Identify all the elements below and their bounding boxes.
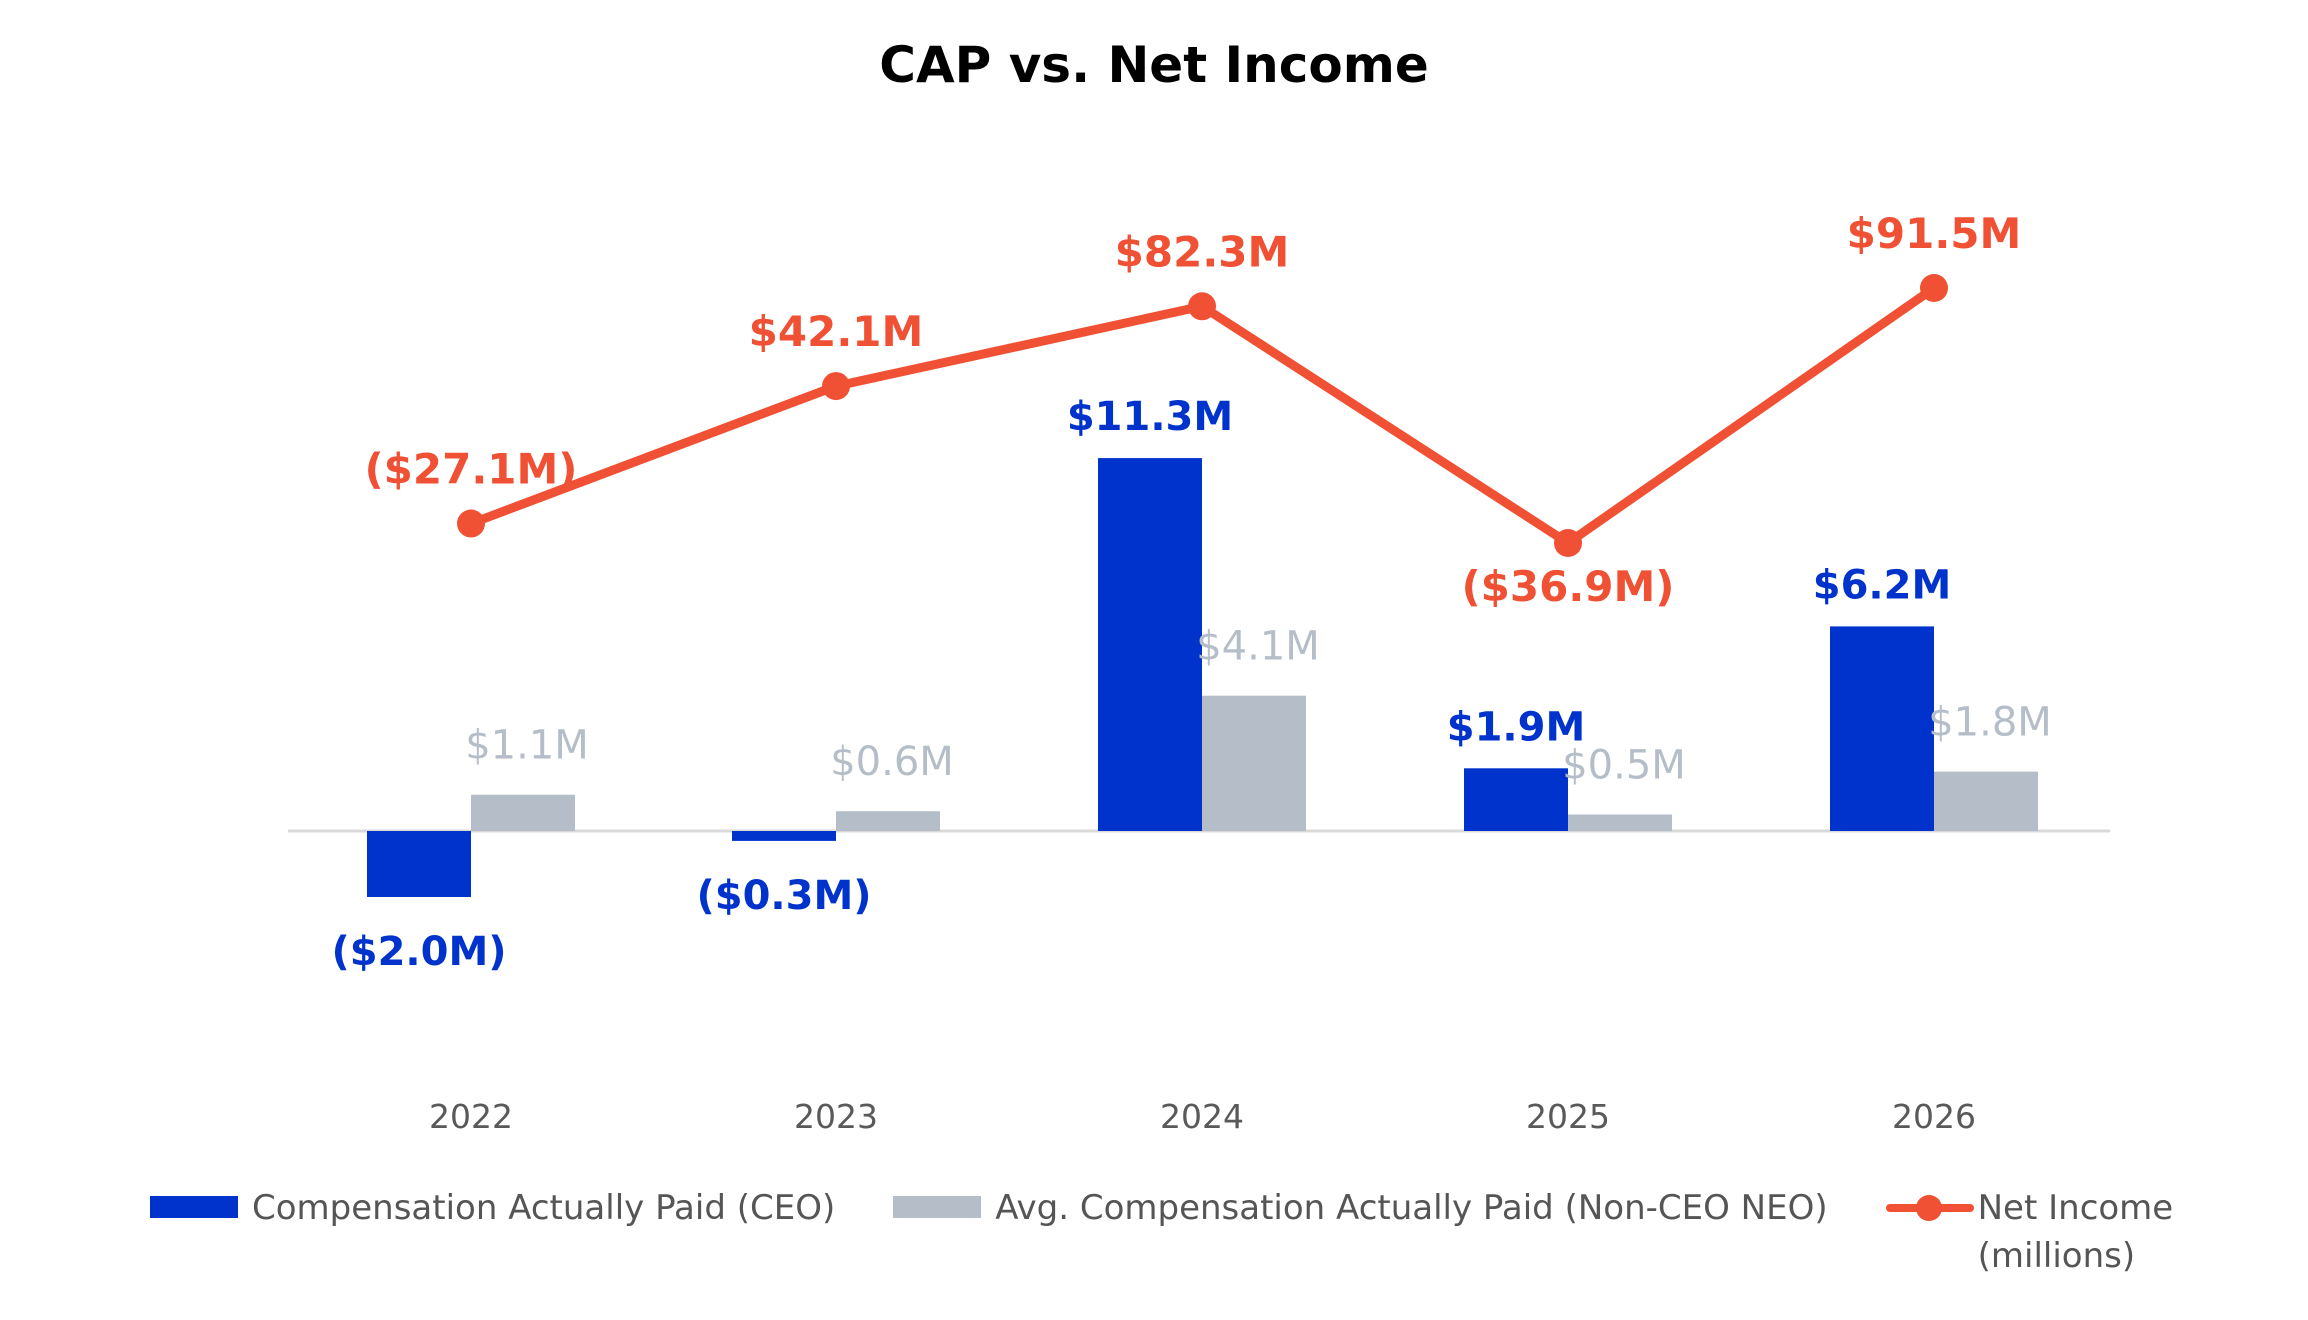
legend: Compensation Actually Paid (CEO) Avg. Co…: [150, 1184, 2236, 1280]
x-tick-label-2025: 2025: [1526, 1097, 1610, 1136]
x-tick-label-2026: 2026: [1892, 1097, 1976, 1136]
bar-non-ceo-2024: [1202, 695, 1306, 831]
data-label-ceo-2026: $6.2M: [1813, 562, 1952, 608]
data-label-net-income-2024: $82.3M: [1115, 227, 1290, 276]
legend-swatch-net-income: [1885, 1184, 1974, 1230]
data-label-net-income-2026: $91.5M: [1847, 209, 2022, 258]
data-label-ceo-2024: $11.3M: [1067, 394, 1233, 440]
data-label-net-income-2025: ($36.9M): [1461, 562, 1674, 611]
data-label-non-ceo-2025: $0.5M: [1562, 743, 1686, 789]
data-label-net-income-2022: ($27.1M): [364, 445, 577, 494]
data-label-net-income-2023: $42.1M: [749, 307, 924, 356]
data-label-ceo-2023: ($0.3M): [696, 873, 871, 919]
data-label-non-ceo-2026: $1.8M: [1928, 700, 2052, 746]
bar-ceo-2026: [1830, 626, 1934, 831]
net-income-point-2023: [822, 372, 850, 401]
bar-ceo-2024: [1098, 458, 1202, 831]
legend-label-ceo: Compensation Actually Paid (CEO): [252, 1188, 836, 1228]
legend-swatch-ceo: [150, 1196, 238, 1218]
data-label-ceo-2025: $1.9M: [1447, 704, 1586, 750]
bars-group: [367, 458, 2038, 897]
legend-item-net-income[interactable]: Net Income (millions): [1885, 1184, 2178, 1280]
data-labels-group: ($2.0M) $1.1M ($0.3M) $0.6M $11.3M $4.1M $1.9M…: [331, 209, 2051, 975]
bar-ceo-2022: [367, 831, 471, 897]
bar-ceo-2023: [732, 831, 836, 841]
net-income-point-2025: [1554, 529, 1582, 557]
data-label-non-ceo-2023: $0.6M: [830, 739, 954, 785]
net-income-point-2024: [1188, 292, 1216, 321]
x-tick-label-2023: 2023: [794, 1097, 878, 1136]
bar-ceo-2025: [1464, 768, 1568, 831]
net-income-line-group: [457, 274, 1948, 557]
x-tick-label-2024: 2024: [1160, 1097, 1244, 1136]
legend-label-net-income: Net Income (millions): [1977, 1188, 2174, 1276]
net-income-point-2022: [457, 509, 485, 538]
legend-item-non-ceo[interactable]: Avg. Compensation Actually Paid (Non-CEO…: [893, 1184, 1828, 1232]
data-label-non-ceo-2022: $1.1M: [465, 723, 589, 769]
x-tick-labels-group: 2022 2023 2024 2025 2026: [429, 1097, 1976, 1136]
x-tick-label-2022: 2022: [429, 1097, 513, 1136]
legend-swatch-non-ceo: [893, 1196, 982, 1218]
data-label-ceo-2022: ($2.0M): [331, 929, 506, 975]
data-label-non-ceo-2024: $4.1M: [1196, 624, 1320, 670]
net-income-point-2026: [1920, 274, 1948, 302]
bar-non-ceo-2023: [836, 811, 940, 831]
bar-non-ceo-2022: [471, 794, 575, 831]
chart-title: CAP vs. Net Income: [879, 36, 1429, 94]
bar-non-ceo-2025: [1568, 814, 1672, 831]
legend-item-ceo[interactable]: Compensation Actually Paid (CEO): [150, 1184, 835, 1232]
legend-label-non-ceo: Avg. Compensation Actually Paid (Non-CEO…: [995, 1188, 1828, 1228]
bar-non-ceo-2026: [1934, 771, 2038, 831]
